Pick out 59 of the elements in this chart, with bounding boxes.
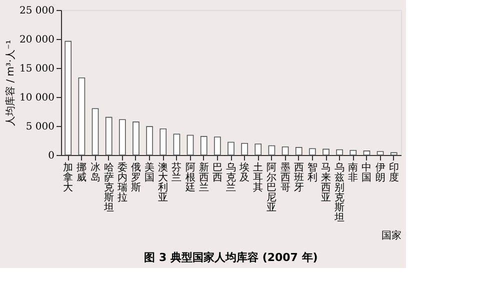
x-tick-label: 南非 xyxy=(348,162,358,184)
bar xyxy=(214,136,221,156)
bar xyxy=(186,134,194,156)
bar xyxy=(64,40,72,156)
x-tick-label: 埃及 xyxy=(238,162,250,184)
x-tick-label: 阿尔巴尼亚 xyxy=(266,162,277,214)
bar xyxy=(350,150,357,156)
bar xyxy=(119,119,126,156)
bar xyxy=(78,77,86,156)
x-tick-label: 印度 xyxy=(388,162,399,184)
y-tick-label: 25 000 xyxy=(20,6,54,16)
bar xyxy=(390,152,398,156)
y-axis-title: 人均库容 / m³·人⁻¹ xyxy=(4,40,17,126)
bar xyxy=(105,116,112,156)
x-axis-title: 国家 xyxy=(382,230,402,242)
y-tick-label: 10 000 xyxy=(20,92,54,104)
x-tick-label: 挪威 xyxy=(76,162,87,184)
x-tick-label: 智利 xyxy=(307,162,318,184)
bar xyxy=(322,148,330,156)
x-tick-label: 阿根廷 xyxy=(184,162,196,194)
bar xyxy=(146,126,153,156)
x-tick-label: 伊朗 xyxy=(375,162,386,184)
bar xyxy=(254,144,262,156)
y-tick-label: 15 000 xyxy=(20,64,54,74)
x-tick-label: 土耳其 xyxy=(253,162,264,194)
bar xyxy=(336,149,343,156)
x-tick-label: 马来西亚 xyxy=(321,162,332,204)
x-tick-label: 冰岛 xyxy=(90,162,100,184)
bar xyxy=(92,108,99,156)
bar xyxy=(295,147,302,156)
x-tick-label: 乌克兰 xyxy=(226,162,236,194)
bar xyxy=(268,145,276,156)
x-tick-label: 新西兰 xyxy=(198,162,209,194)
bar xyxy=(241,143,248,156)
x-tick-label: 哈萨克斯坦 xyxy=(102,162,114,214)
y-tick-label: 0 xyxy=(48,150,54,162)
text: 图 3 典型国家人均库容 (2007 年) xyxy=(144,251,318,264)
bar xyxy=(363,150,370,156)
x-tick-label: 巴西 xyxy=(212,162,222,184)
x-tick-label: 俄罗斯 xyxy=(130,162,141,194)
x-tick-label: 芬兰 xyxy=(172,162,182,184)
bar xyxy=(132,122,140,156)
x-tick-label: 乌兹别克斯坦 xyxy=(334,162,345,224)
bar xyxy=(282,146,289,156)
x-tick-label: 加拿大 xyxy=(63,162,74,194)
bar xyxy=(160,128,167,156)
y-tick-label: 20 000 xyxy=(20,34,54,46)
bar xyxy=(200,136,208,156)
bar xyxy=(228,142,234,156)
x-tick-label: 委内瑞拉 xyxy=(117,162,128,204)
bar xyxy=(309,148,316,156)
x-tick-label: 美国 xyxy=(144,162,155,184)
x-tick-label: 澳大利亚 xyxy=(158,162,168,204)
x-tick-label: 中国 xyxy=(362,162,372,184)
y-tick-label: 5 000 xyxy=(26,122,54,132)
x-tick-label: 西班牙 xyxy=(294,162,304,194)
bar xyxy=(173,134,180,156)
x-tick-label: 墨西哥 xyxy=(280,162,290,194)
bar xyxy=(376,151,384,156)
